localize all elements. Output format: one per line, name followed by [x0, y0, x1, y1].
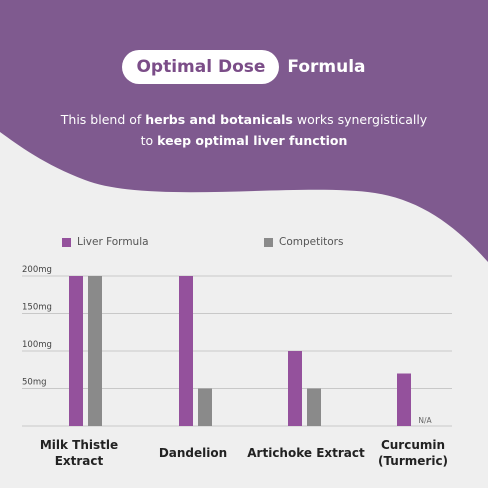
y-tick-label: 150mg: [22, 303, 52, 313]
na-label: N/A: [418, 416, 432, 425]
y-tick-label: 100mg: [22, 340, 52, 350]
title-row: Optimal Dose Formula: [0, 48, 488, 86]
category-label: Artichoke Extract: [247, 446, 365, 460]
legend-swatch-competitors: [264, 237, 273, 247]
subtitle-part-bold: herbs and botanicals: [145, 112, 293, 127]
legend-label: Competitors: [279, 236, 344, 248]
bar-competitors: [198, 388, 212, 426]
bar-liver-formula: [179, 276, 193, 426]
subtitle-part: to: [140, 133, 158, 148]
legend-liver-formula: Liver Formula: [62, 236, 149, 248]
bar-competitors: [307, 388, 321, 426]
category-label: Dandelion: [158, 446, 228, 460]
legend-label: Liver Formula: [77, 236, 149, 248]
subtitle: This blend of herbs and botanicals works…: [20, 109, 468, 151]
title-highlight-pill: Optimal Dose: [122, 50, 280, 84]
title-rest: Formula: [287, 57, 366, 77]
bar-competitors: [88, 276, 102, 426]
y-tick-label: 200mg: [22, 265, 52, 275]
legend-swatch-liver: [62, 237, 71, 247]
legend-competitors: Competitors: [264, 236, 343, 248]
subtitle-part: works synergistically: [292, 112, 428, 127]
bar-liver-formula: [288, 351, 302, 426]
subtitle-part: This blend of: [60, 112, 146, 127]
bar-liver-formula: [69, 276, 83, 426]
y-tick-label: 50mg: [22, 378, 47, 388]
category-label: Milk Thistle Extract: [39, 438, 119, 468]
purple-wave-shape: [0, 0, 488, 262]
category-label: Curcumin (Turmeric): [377, 438, 449, 468]
bar-liver-formula: [397, 373, 411, 426]
subtitle-part-bold: keep optimal liver function: [157, 133, 348, 148]
